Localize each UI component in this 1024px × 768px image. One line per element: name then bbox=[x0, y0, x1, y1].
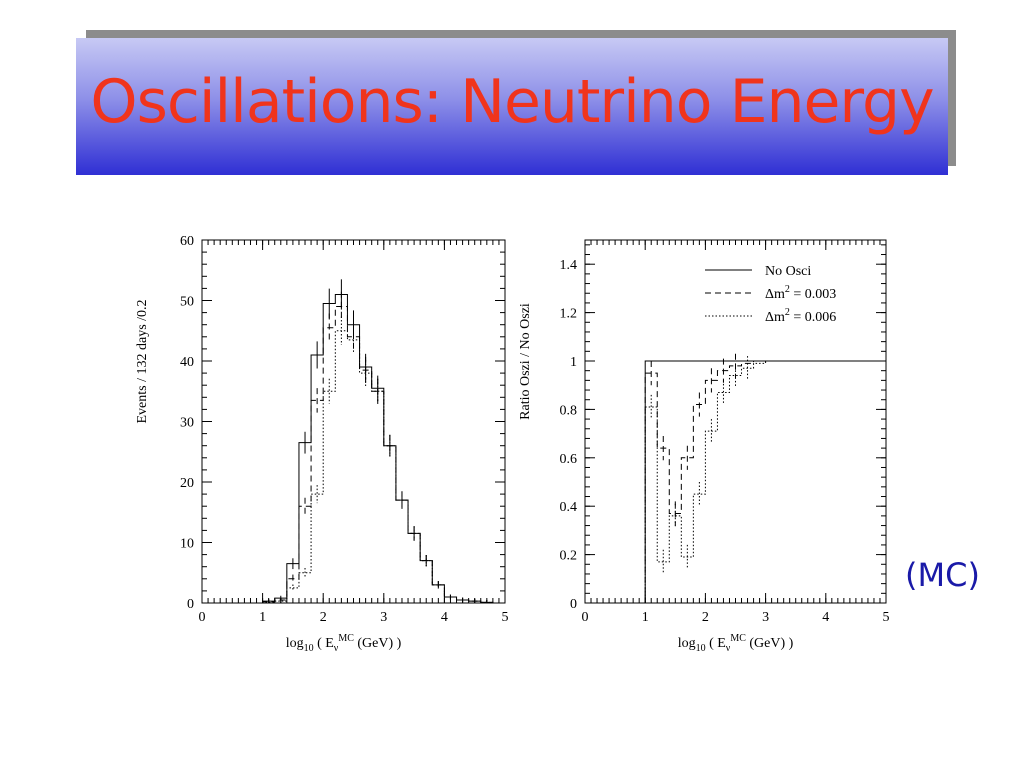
mc-note: (MC) bbox=[905, 556, 980, 594]
x-tick-label: 5 bbox=[502, 610, 509, 625]
y-tick-label: 50 bbox=[180, 295, 194, 310]
y-tick-label: 10 bbox=[180, 537, 194, 552]
y-tick-label: 0.8 bbox=[560, 403, 578, 418]
series-solid bbox=[644, 360, 887, 603]
y-tick-label: 1.4 bbox=[560, 258, 578, 273]
y-tick-label: 20 bbox=[180, 476, 194, 491]
x-tick-label: 3 bbox=[762, 610, 769, 625]
x-tick-label: 2 bbox=[702, 610, 709, 625]
legend-label-solid: No Osci bbox=[765, 264, 811, 279]
x-tick-label: 4 bbox=[441, 610, 448, 625]
series-dashed bbox=[262, 306, 505, 604]
x-tick-label: 0 bbox=[582, 610, 589, 625]
y-tick-label: 0 bbox=[570, 597, 577, 612]
y-axis-label: Ratio Oszi / No Oszi bbox=[518, 303, 533, 420]
x-axis-label-2: log10 ( EνMC (GeV) ) bbox=[678, 633, 794, 654]
plot-frame bbox=[584, 239, 887, 604]
x-tick-label: 0 bbox=[199, 610, 206, 625]
x-tick-label: 1 bbox=[259, 610, 266, 625]
y-tick-label: 1.2 bbox=[560, 307, 578, 322]
x-tick-label: 5 bbox=[883, 610, 890, 625]
x-tick-label: 1 bbox=[642, 610, 649, 625]
y-tick-label: 0.4 bbox=[560, 500, 578, 515]
y-axis-label: Events / 132 days /0.2 bbox=[135, 299, 150, 423]
y-tick-label: 60 bbox=[180, 234, 194, 249]
series-dotted bbox=[644, 360, 887, 603]
slide-title: Oscillations: Neutrino Energy bbox=[90, 66, 934, 137]
legend-label-dashed: Δm2 = 0.003 bbox=[765, 284, 836, 302]
x-tick-label: 2 bbox=[320, 610, 327, 625]
plot-frame bbox=[201, 239, 506, 604]
x-tick-label: 4 bbox=[822, 610, 829, 625]
x-tick-label: 3 bbox=[380, 610, 387, 625]
series-dotted bbox=[262, 330, 505, 604]
y-tick-label: 30 bbox=[180, 416, 194, 431]
legend-label-dotted: Δm2 = 0.006 bbox=[765, 307, 836, 325]
y-tick-label: 0 bbox=[187, 597, 194, 612]
chart-2: 0 1 2 3 4 5 0 0.2 0.4 0.6 0.8 1 1.2 1.4 Ratio Oszi / N… bbox=[518, 239, 890, 654]
y-tick-label: 0.2 bbox=[560, 549, 578, 564]
y-tick-label: 40 bbox=[180, 355, 194, 370]
x-axis-label-1: log10 ( EνMC (GeV) ) bbox=[286, 633, 402, 654]
series-dashed bbox=[644, 360, 887, 603]
y-tick-label: 1 bbox=[570, 355, 577, 370]
y-tick-label: 0.6 bbox=[560, 452, 578, 467]
legend: No Osci Δm2 = 0.003 Δm2 = 0.006 bbox=[705, 264, 836, 325]
title-banner: Oscillations: Neutrino Energy bbox=[76, 38, 948, 175]
